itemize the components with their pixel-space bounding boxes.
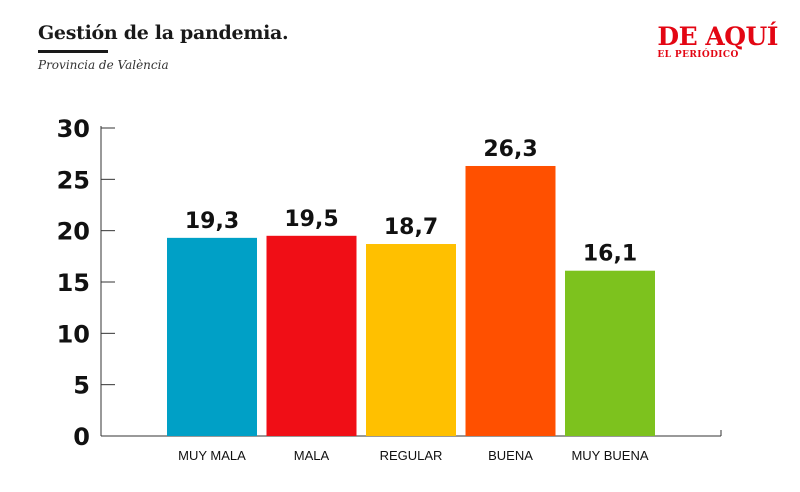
y-tick-label: 20 <box>57 218 90 246</box>
y-tick-label: 5 <box>73 372 90 400</box>
title-underline <box>38 50 108 53</box>
category-label: BUENA <box>488 448 533 463</box>
brand-tagline: EL PERIÓDICO <box>657 50 739 60</box>
brand-name: DE AQUÍ <box>657 22 778 51</box>
bar-buena <box>465 165 556 436</box>
bar-mala <box>266 235 357 436</box>
data-label: 16,1 <box>583 242 637 267</box>
data-label: 26,3 <box>483 137 537 162</box>
category-label: REGULAR <box>380 448 443 463</box>
data-label: 18,7 <box>384 215 438 240</box>
category-label: MUY BUENA <box>571 448 648 463</box>
chart-subtitle: Provincia de València <box>38 58 169 72</box>
y-tick-label: 15 <box>57 269 90 297</box>
bar-regular <box>366 244 456 436</box>
chart-title: Gestión de la pandemia. <box>38 22 289 44</box>
y-tick-label: 0 <box>73 423 90 451</box>
brand-logo: DE AQUÍ EL PERIÓDICO <box>657 22 778 61</box>
category-label: MUY MALA <box>178 448 246 463</box>
y-tick-label: 30 <box>57 115 90 143</box>
y-tick-label: 25 <box>57 166 90 194</box>
data-label: 19,3 <box>185 209 239 234</box>
y-tick-label: 10 <box>57 320 90 348</box>
bar-muy-buena <box>565 270 655 436</box>
data-label: 19,5 <box>284 207 338 232</box>
bar-muy-mala <box>167 237 257 436</box>
category-label: MALA <box>294 448 330 463</box>
